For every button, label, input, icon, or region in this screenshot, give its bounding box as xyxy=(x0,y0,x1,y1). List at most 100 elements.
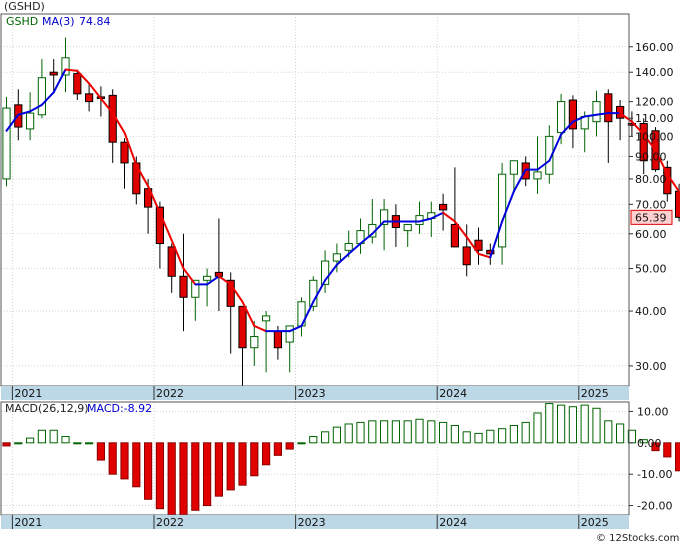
macd-bar xyxy=(616,423,625,444)
macd-bar xyxy=(61,436,70,444)
macd-axis-labels: 10.00 0.00 -10.00 -20.00 xyxy=(629,405,672,513)
macd-bar xyxy=(262,442,271,466)
ma-segment xyxy=(52,68,67,94)
price-tick-label: 110.00 xyxy=(635,112,674,125)
candle-body xyxy=(403,223,412,232)
price-tick-label: 60.00 xyxy=(635,228,667,241)
macd-bar xyxy=(214,442,224,497)
macd-bar xyxy=(250,442,259,477)
candle xyxy=(545,125,554,184)
candle-body xyxy=(191,279,200,298)
macd-gridlines xyxy=(1,402,629,515)
macd-bar xyxy=(285,442,294,450)
price-tick-label: 70.00 xyxy=(635,198,667,211)
ma-segment xyxy=(135,164,150,188)
candle-body xyxy=(380,209,389,225)
macd-tick-label: -10.00 xyxy=(637,468,672,481)
ma-segment xyxy=(442,211,456,223)
candle-body xyxy=(474,239,483,251)
ma-segment xyxy=(430,211,445,220)
price-plot-area xyxy=(1,14,629,386)
macd-date-label: 2022 xyxy=(156,516,184,529)
ma-segment xyxy=(206,275,220,286)
price-date-labels: 2021 2022 2023 2024 2025 xyxy=(11,386,609,400)
candle-body xyxy=(37,77,46,116)
candle xyxy=(203,268,212,307)
ma-segment xyxy=(300,300,315,327)
macd-bar xyxy=(521,421,530,444)
candle-body xyxy=(238,305,247,349)
price-tick-label: 40.00 xyxy=(635,305,667,318)
macd-bar xyxy=(427,420,436,444)
candle xyxy=(474,227,483,265)
ma-segment xyxy=(99,97,114,115)
candle xyxy=(120,138,129,189)
ma-segment xyxy=(123,131,138,167)
macd-bar xyxy=(580,404,589,444)
macd-bar xyxy=(49,429,58,444)
ma-segment xyxy=(217,275,232,286)
candle xyxy=(238,305,247,386)
macd-bar xyxy=(2,442,11,447)
candle-body xyxy=(533,171,542,180)
candle xyxy=(403,223,412,247)
macd-bar xyxy=(179,442,188,516)
macd-bar xyxy=(557,404,566,444)
price-tick-label: 80.00 xyxy=(635,173,667,186)
candle-body xyxy=(61,57,70,76)
price-tick-label: 50.00 xyxy=(635,263,667,276)
macd-bar xyxy=(380,420,389,444)
candle-body xyxy=(498,173,507,248)
ma-segment xyxy=(418,217,433,223)
macd-bar xyxy=(309,436,318,444)
macd-bar xyxy=(391,420,400,444)
macd-bar xyxy=(321,431,330,444)
macd-bar xyxy=(273,442,282,456)
candle-body xyxy=(604,93,613,123)
macd-bar xyxy=(474,432,483,444)
candle-body xyxy=(49,71,58,76)
ma-segment xyxy=(182,267,197,286)
macd-bar xyxy=(403,420,412,444)
macd-bar xyxy=(462,431,471,444)
ma-segment xyxy=(642,133,657,152)
ma-segment xyxy=(88,82,102,100)
candle xyxy=(61,37,70,93)
ma-segment xyxy=(76,69,91,85)
price-candles xyxy=(2,37,680,386)
macd-bar xyxy=(14,442,23,445)
candle-body xyxy=(285,325,294,343)
macd-date-label: 2023 xyxy=(298,516,326,529)
macd-bar xyxy=(191,442,200,511)
macd-bar xyxy=(486,429,495,444)
macd-bar xyxy=(167,442,176,516)
price-date-label: 2022 xyxy=(156,387,184,400)
candle-body xyxy=(568,99,577,130)
macd-date-labels: 2021 2022 2023 2024 2025 xyxy=(11,515,609,529)
ma-segment xyxy=(371,220,386,235)
candle xyxy=(2,96,11,187)
candle-body xyxy=(462,246,471,266)
candle-body xyxy=(439,203,448,211)
ma-segment xyxy=(630,120,645,136)
candle-body xyxy=(639,122,648,162)
candle-body xyxy=(486,249,495,255)
macd-value-label: MACD:-8.92 xyxy=(87,402,152,415)
macd-bar xyxy=(663,442,672,458)
candle xyxy=(49,59,58,93)
ma-segment xyxy=(229,283,244,303)
last-price-tag xyxy=(630,209,673,225)
macd-date-label: 2025 xyxy=(581,516,609,529)
candle-body xyxy=(26,112,35,130)
price-tick-label: 100.00 xyxy=(635,130,674,143)
candle-body xyxy=(592,101,601,123)
ma-segment xyxy=(654,149,669,176)
macd-bar xyxy=(96,442,106,461)
macd-bar xyxy=(155,442,165,510)
macd-date-label: 2024 xyxy=(439,516,467,529)
macd-tick-label: 10.00 xyxy=(637,405,669,418)
macd-bar xyxy=(120,442,129,480)
candle xyxy=(604,89,613,163)
macd-bar xyxy=(533,412,542,444)
price-tick-label: 30.00 xyxy=(635,360,667,373)
